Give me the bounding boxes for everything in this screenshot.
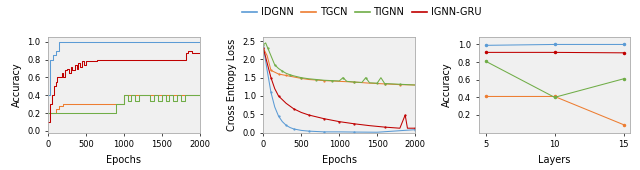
Y-axis label: Accuracy: Accuracy: [12, 63, 22, 107]
X-axis label: Epochs: Epochs: [322, 155, 356, 165]
Y-axis label: Cross Entropy Loss: Cross Entropy Loss: [227, 39, 237, 131]
Legend: IDGNN, TGCN, TlGNN, IGNN-GRU: IDGNN, TGCN, TlGNN, IGNN-GRU: [238, 3, 485, 21]
X-axis label: Epochs: Epochs: [106, 155, 141, 165]
Y-axis label: Accuracy: Accuracy: [442, 63, 452, 107]
X-axis label: Layers: Layers: [538, 155, 571, 165]
